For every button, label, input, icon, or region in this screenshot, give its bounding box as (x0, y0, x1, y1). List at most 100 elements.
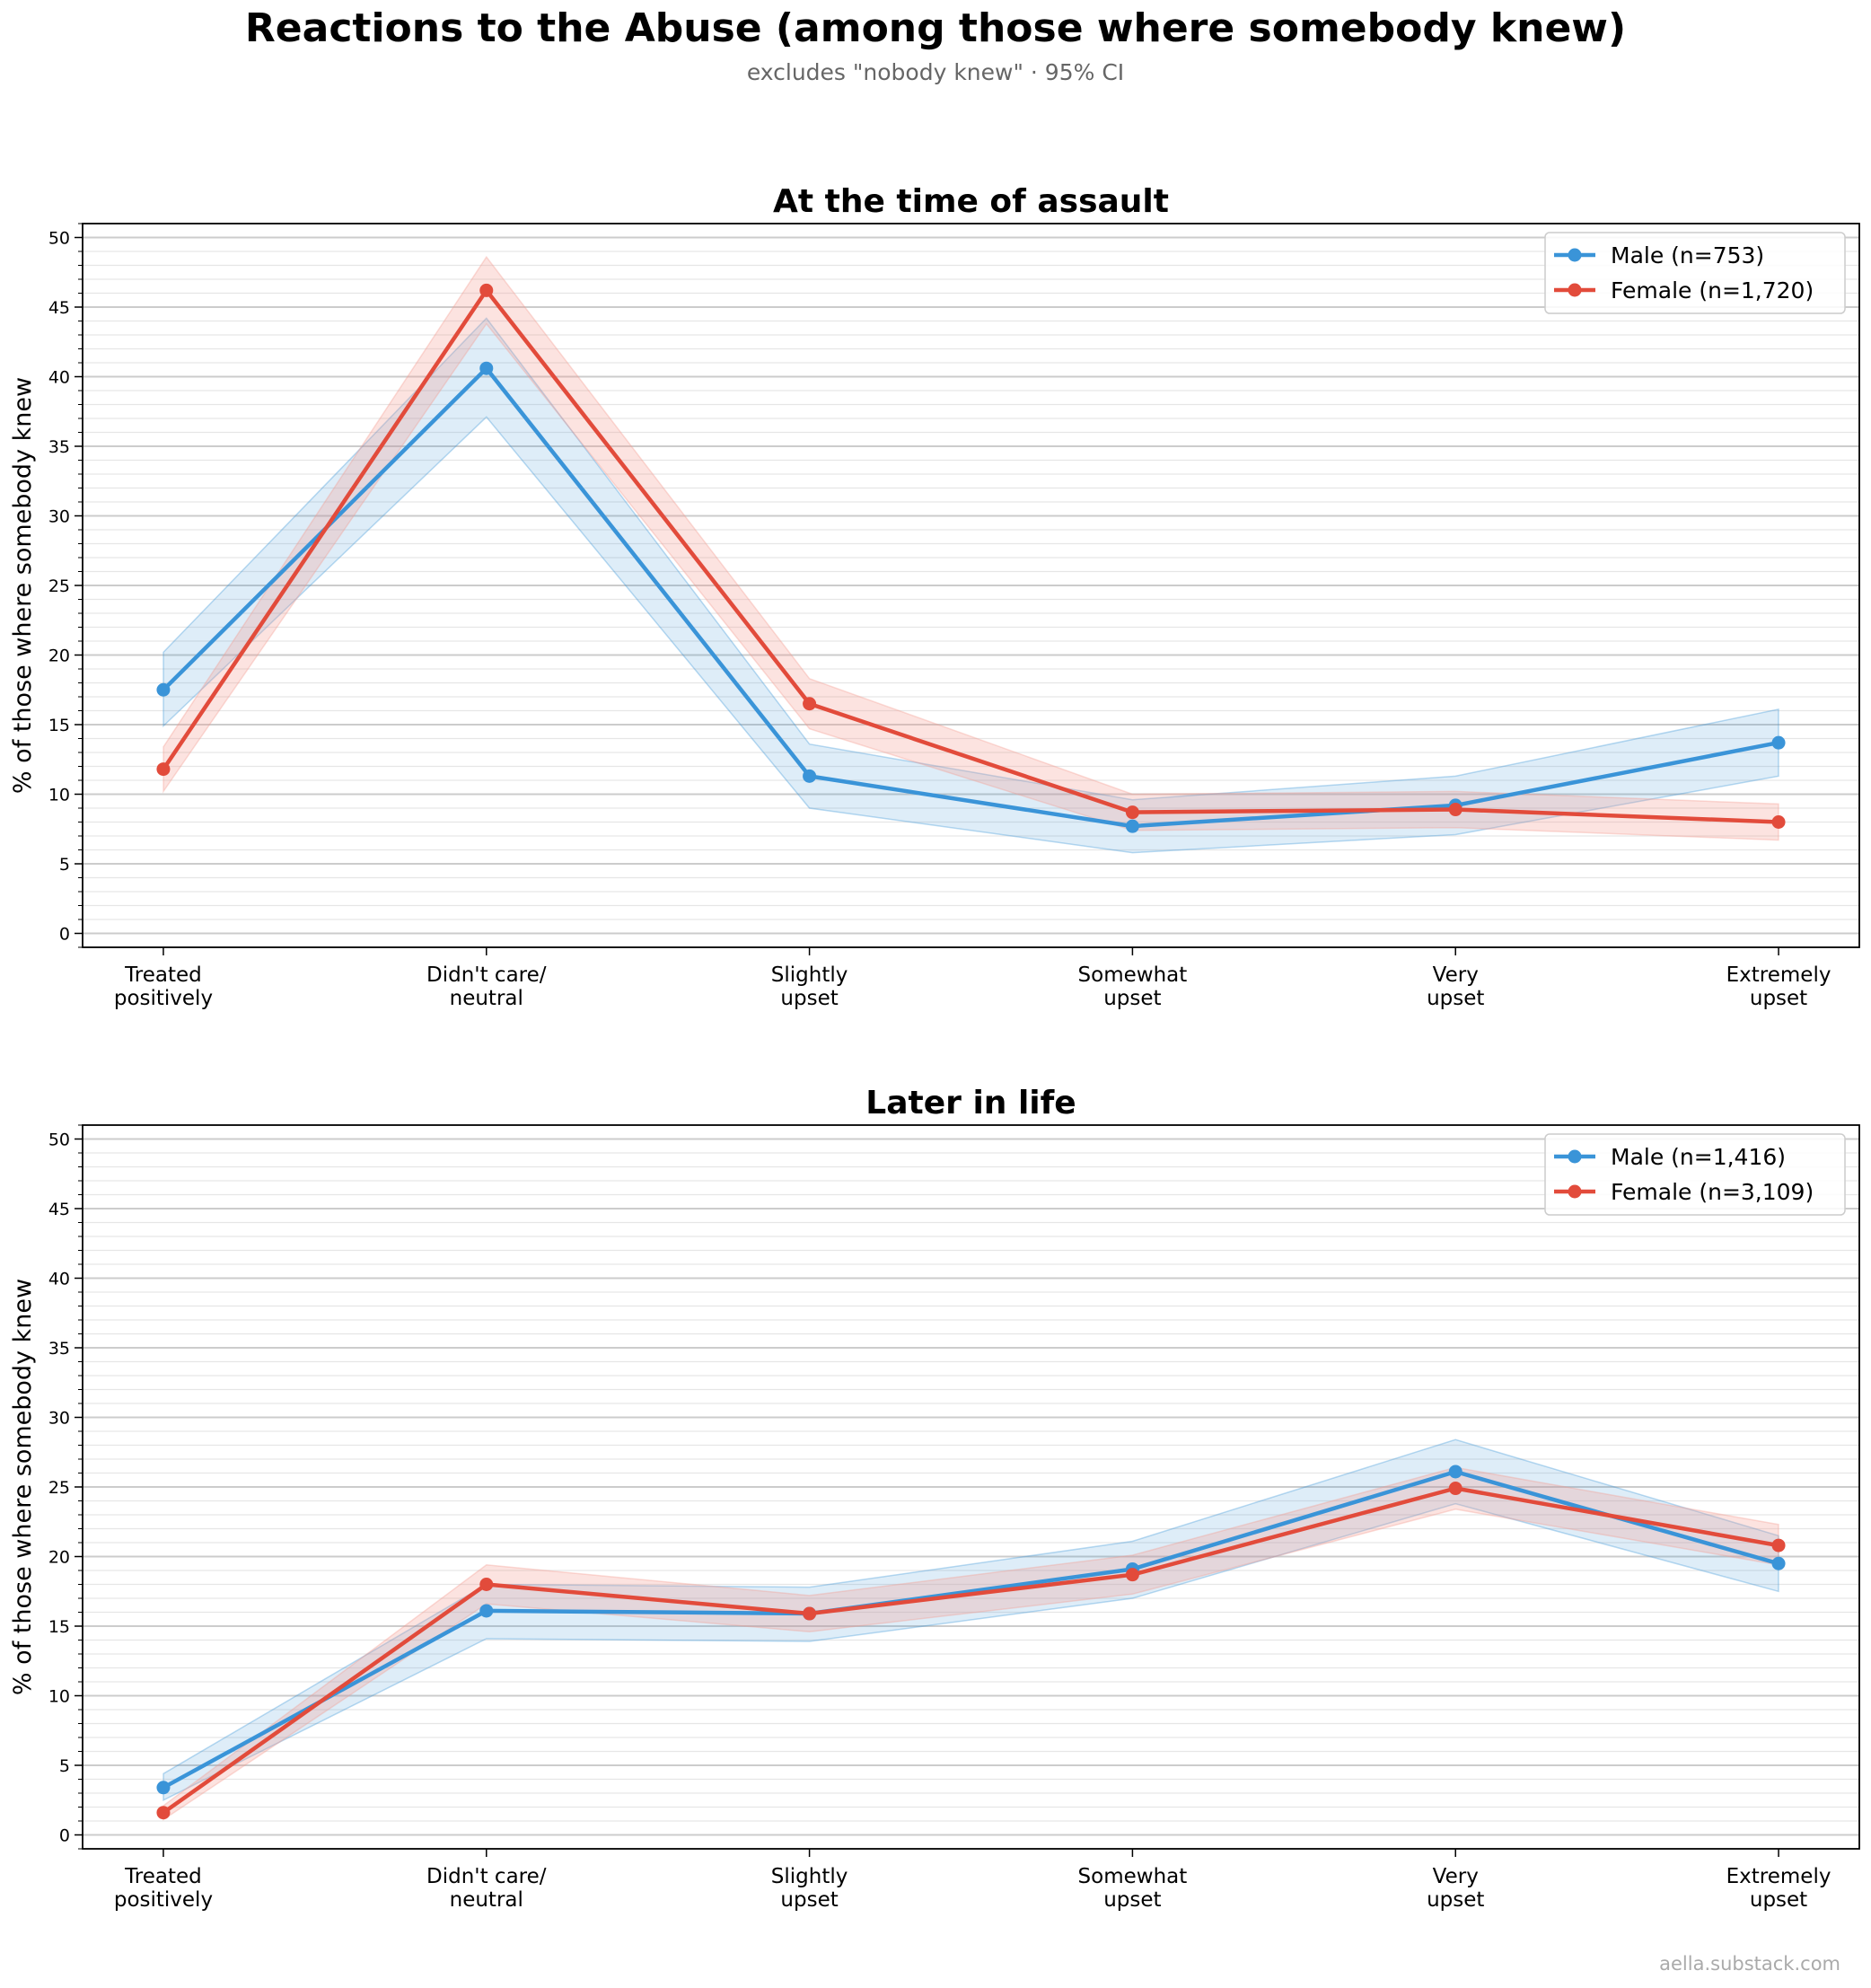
x-tick-label: Somewhat (1078, 1865, 1188, 1888)
y-tick-label: 45 (48, 298, 70, 318)
x-tick-label: upset (780, 987, 838, 1010)
data-point (803, 697, 817, 711)
x-tick-label: upset (1427, 987, 1484, 1010)
y-tick-label: 15 (48, 716, 70, 735)
series-line (162, 288, 1779, 824)
y-tick-label: 20 (48, 647, 70, 666)
x-tick-label: Somewhat (1078, 963, 1188, 987)
x-tick-label: neutral (450, 1888, 523, 1912)
series-line (162, 1469, 1779, 1790)
legend-label: Female (n=1,720) (1611, 277, 1814, 303)
data-point (479, 361, 494, 375)
ci-band (163, 317, 1779, 854)
data-point (1125, 805, 1139, 820)
data-point (1771, 1556, 1786, 1570)
x-tick-label: Very (1433, 963, 1479, 987)
x-tick-label: Extremely (1726, 963, 1831, 987)
data-point (156, 682, 171, 697)
legend-marker (1568, 1184, 1582, 1199)
data-point (1448, 1465, 1463, 1479)
legend-label: Male (n=753) (1611, 242, 1764, 268)
legend-marker (1568, 1149, 1582, 1164)
y-tick-label: 25 (48, 576, 70, 596)
data-point (479, 283, 494, 297)
x-tick-label: upset (1750, 1888, 1807, 1912)
x-tick-label: upset (780, 1888, 838, 1912)
y-tick-label: 0 (59, 1826, 70, 1846)
x-tick-label: Treated (124, 1865, 202, 1888)
panels: 05101520253035404550TreatedpositivelyDid… (9, 183, 1860, 1912)
ci-band (163, 1438, 1779, 1802)
chart-subtitle: excludes "nobody knew" · 95% CI (747, 59, 1124, 85)
x-tick-label: neutral (450, 987, 523, 1010)
watermark: aella.substack.com (1659, 1953, 1840, 1975)
x-tick-label: Slightly (771, 963, 848, 987)
data-point (803, 1606, 817, 1621)
legend-label: Female (n=3,109) (1611, 1179, 1814, 1205)
data-point (156, 1806, 171, 1820)
data-point (1448, 1482, 1463, 1496)
data-point (156, 1781, 171, 1795)
data-point (479, 1604, 494, 1618)
y-tick-label: 5 (59, 855, 70, 875)
y-tick-label: 10 (48, 1687, 70, 1707)
y-tick-label: 50 (48, 229, 70, 249)
series-line (162, 1486, 1779, 1815)
legend: Male (n=1,416) Female (n=3,109) (1544, 1133, 1846, 1216)
legend-label: Male (n=1,416) (1611, 1144, 1786, 1170)
data-point (803, 769, 817, 783)
x-tick-label: positively (114, 1888, 213, 1912)
y-tick-label: 40 (48, 368, 70, 388)
y-tick-label: 30 (48, 1409, 70, 1429)
x-tick-label: upset (1103, 1888, 1161, 1912)
x-tick-label: Didn't care/ (426, 1865, 547, 1888)
legend-marker (1568, 283, 1582, 297)
x-tick-label: Slightly (771, 1865, 848, 1888)
x-tick-label: upset (1103, 987, 1161, 1010)
legend-box (1544, 1133, 1846, 1216)
y-tick-label: 10 (48, 786, 70, 805)
x-tick-label: upset (1750, 987, 1807, 1010)
x-tick-label: Treated (124, 963, 202, 987)
y-tick-label: 50 (48, 1130, 70, 1150)
x-tick-label: Very (1433, 1865, 1479, 1888)
data-point (479, 1578, 494, 1591)
y-tick-label: 25 (48, 1478, 70, 1498)
data-point (1771, 1538, 1786, 1553)
y-tick-label: 0 (59, 925, 70, 945)
x-tick-label: positively (114, 987, 213, 1010)
y-tick-label: 5 (59, 1756, 70, 1776)
chart-title: Reactions to the Abuse (among those wher… (245, 5, 1626, 51)
y-tick-label: 35 (48, 437, 70, 457)
data-point (1771, 815, 1786, 829)
y-axis-label: % of those where somebody knew (9, 377, 37, 794)
x-tick-label: upset (1427, 1888, 1484, 1912)
data-point (156, 762, 171, 777)
y-axis-label: % of those where somebody knew (9, 1279, 37, 1695)
y-tick-label: 15 (48, 1617, 70, 1637)
data-point (1125, 1568, 1139, 1582)
panel-title: Later in life (865, 1085, 1076, 1122)
legend-box (1544, 232, 1846, 314)
axes-frame (82, 1124, 1860, 1850)
data-point (1125, 819, 1139, 833)
legend-marker (1568, 248, 1582, 262)
y-tick-label: 45 (48, 1200, 70, 1219)
y-tick-label: 20 (48, 1548, 70, 1568)
y-tick-label: 35 (48, 1339, 70, 1359)
data-point (1448, 803, 1463, 817)
panel-title: At the time of assault (773, 183, 1169, 220)
axes-frame (82, 223, 1860, 948)
x-tick-label: Didn't care/ (426, 963, 547, 987)
y-tick-label: 30 (48, 507, 70, 527)
legend: Male (n=753) Female (n=1,720) (1544, 232, 1846, 314)
x-tick-label: Extremely (1726, 1865, 1831, 1888)
data-point (1771, 735, 1786, 750)
ci-band (163, 255, 1779, 841)
series-line (162, 365, 1779, 829)
y-tick-label: 40 (48, 1270, 70, 1289)
